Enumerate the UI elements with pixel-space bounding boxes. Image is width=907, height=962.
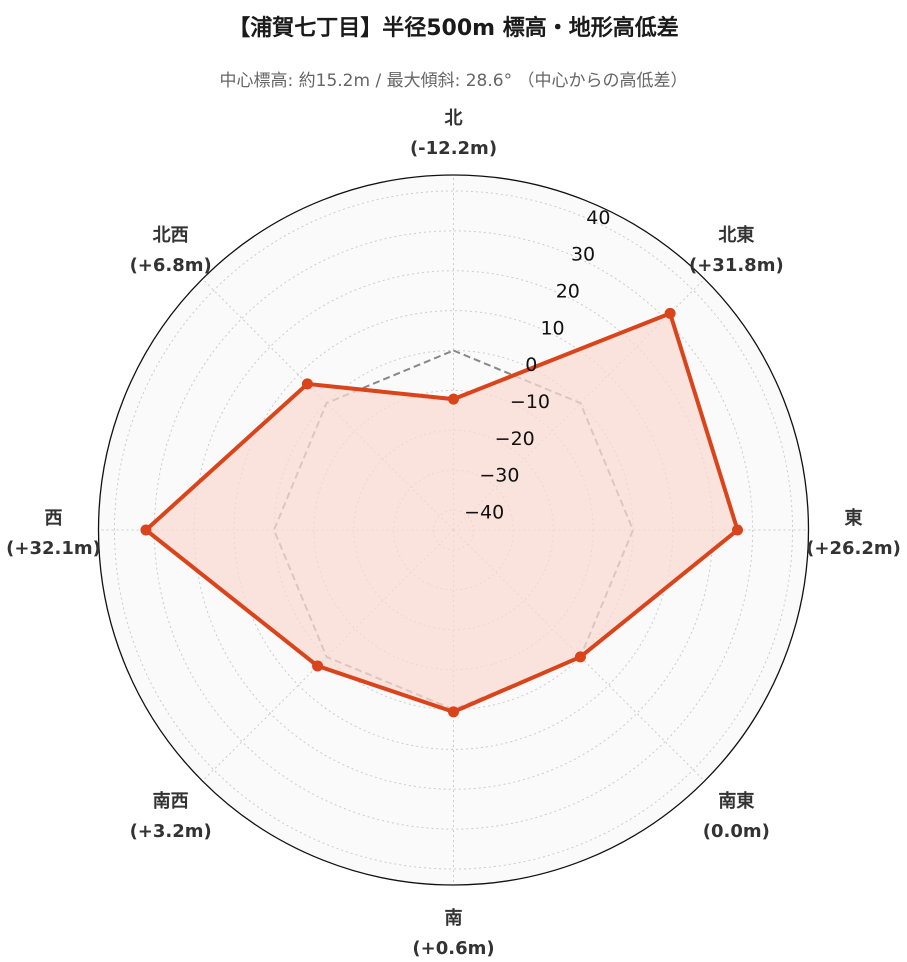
category-value-label-7: (+6.8m)	[130, 255, 212, 276]
r-tick-label-4: 0	[525, 354, 537, 376]
grid-circle-7	[153, 230, 754, 830]
category-label-7: 北西	[153, 225, 189, 246]
category-label-6: 西	[45, 508, 63, 529]
data-point-5	[312, 660, 324, 672]
category-value-label-0: (-12.2m)	[410, 138, 497, 159]
category-value-label-1: (+31.8m)	[689, 255, 784, 276]
r-tick-label-3: −10	[510, 391, 550, 413]
grid-spoke-5	[202, 529, 454, 782]
data-point-4	[448, 706, 459, 718]
category-label-2: 東	[845, 507, 863, 529]
r-tick-label-5: 10	[540, 317, 564, 339]
category-value-label-5: (+3.2m)	[130, 821, 212, 842]
category-label-1: 北東	[718, 224, 754, 246]
r-tick-label-6: 20	[556, 280, 580, 302]
category-value-label-2: (+26.2m)	[806, 538, 901, 559]
r-tick-label-2: −20	[495, 428, 535, 450]
category-label-3: 南東	[718, 790, 754, 812]
data-point-1	[664, 307, 676, 319]
chart-subtitle: 中心標高: 約15.2m / 最大傾斜: 28.6° （中心からの高低差）	[219, 71, 688, 91]
category-value-label-4: (+0.6m)	[412, 938, 494, 959]
category-value-label-3: (0.0m)	[703, 821, 770, 842]
chart-title: 【浦賀七丁目】半径500m 標高・地形高低差	[228, 16, 679, 41]
r-tick-label-1: −30	[479, 465, 519, 487]
data-point-3	[574, 651, 586, 663]
data-point-2	[732, 524, 743, 536]
category-label-5: 南西	[153, 790, 189, 812]
r-tick-label-7: 30	[571, 244, 595, 266]
category-value-label-6: (+32.1m)	[6, 538, 101, 559]
outer-ring	[97, 174, 810, 886]
grid-spoke-7	[202, 278, 454, 531]
data-point-0	[448, 393, 459, 405]
series-area	[145, 313, 738, 712]
category-label-4: 南	[445, 907, 463, 929]
r-tick-label-8: 40	[586, 207, 610, 229]
data-point-7	[301, 378, 313, 390]
r-tick-label-0: −40	[464, 502, 504, 524]
grid-circle-8	[113, 190, 794, 870]
grid-spoke-3	[453, 529, 705, 782]
data-point-6	[140, 524, 152, 536]
category-label-0: 北	[445, 108, 463, 129]
